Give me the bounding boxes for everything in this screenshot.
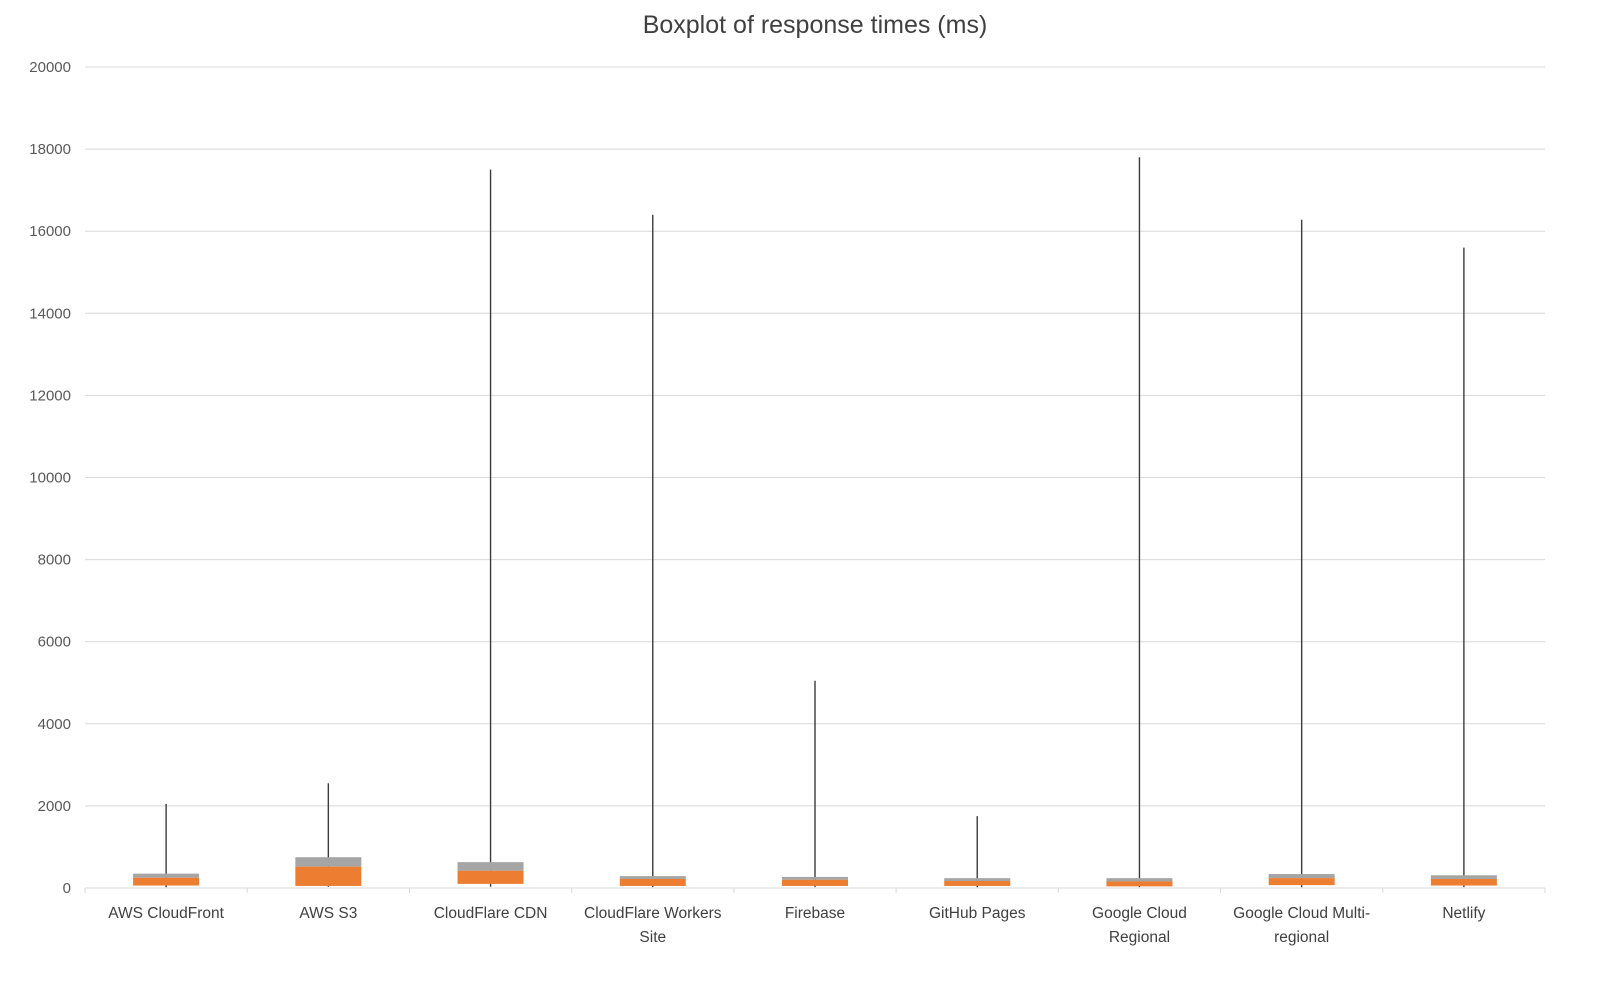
y-tick-label: 14000 [29,305,71,322]
y-tick-label: 10000 [29,470,71,487]
box-upper [944,878,1011,882]
box-upper [619,876,686,879]
y-tick-label: 0 [63,880,71,897]
x-category-label: AWS CloudFront [108,905,224,922]
box-upper [295,857,362,867]
x-category-label: GitHub Pages [929,905,1026,922]
x-category-label: AWS S3 [299,905,357,922]
y-tick-label: 18000 [29,141,71,158]
y-tick-label: 2000 [38,798,71,815]
box-lower [295,866,362,886]
x-category-label: Google Cloud Multi- [1233,905,1370,922]
x-category-label: Firebase [785,905,845,922]
y-tick-label: 6000 [38,634,71,651]
x-category-label: Site [639,929,666,946]
box-lower [944,881,1011,886]
x-category-label: Netlify [1442,905,1485,922]
box-lower [619,878,686,886]
y-tick-label: 12000 [29,387,71,404]
y-tick-label: 20000 [29,59,71,76]
y-tick-label: 4000 [38,716,71,733]
chart-title: Boxplot of response times (ms) [643,11,988,39]
box-upper [1106,878,1173,882]
box-lower [457,870,524,884]
x-category-label: CloudFlare CDN [434,905,548,922]
box-upper [1430,875,1497,879]
box-upper [1268,874,1335,879]
x-category-label: CloudFlare Workers [584,905,722,922]
box-lower [1268,878,1335,886]
x-category-label: Google Cloud [1092,905,1187,922]
box-upper [457,862,524,871]
x-category-label: Regional [1109,929,1170,946]
box-lower [782,879,848,886]
box-upper [782,876,848,880]
y-tick-label: 16000 [29,223,71,240]
box-lower [133,877,200,886]
box-lower [1106,881,1173,887]
y-tick-label: 8000 [38,552,71,569]
box-upper [133,873,200,878]
x-category-label: regional [1274,929,1329,946]
box-lower [1430,878,1497,886]
